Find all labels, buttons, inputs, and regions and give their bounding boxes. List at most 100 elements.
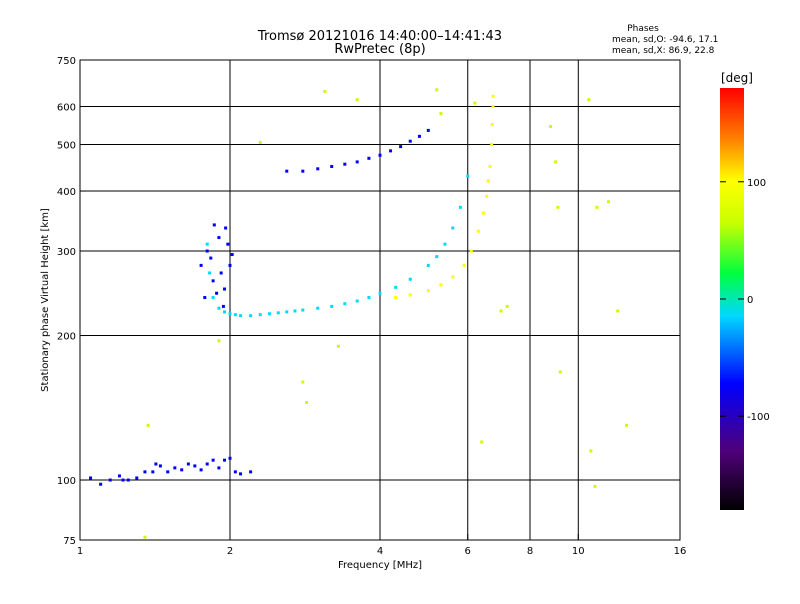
- x-tick-label: 4: [377, 546, 383, 557]
- data-point: [193, 464, 197, 468]
- data-point: [367, 296, 371, 300]
- data-point: [458, 205, 462, 209]
- data-point: [556, 205, 560, 209]
- y-tick-label: 500: [57, 141, 76, 152]
- data-point: [208, 271, 212, 275]
- data-point: [285, 169, 289, 173]
- data-point: [367, 156, 371, 160]
- colorbar-tick-label: -100: [747, 412, 770, 423]
- data-point: [173, 466, 177, 470]
- data-point: [330, 304, 334, 308]
- data-point: [426, 128, 430, 132]
- x-tick-label: 2: [227, 546, 233, 557]
- x-tick-label: 16: [674, 546, 687, 557]
- data-point: [355, 160, 359, 164]
- data-point: [408, 293, 412, 297]
- data-point: [355, 299, 359, 303]
- x-tick-label: 8: [527, 546, 533, 557]
- data-point: [394, 285, 398, 289]
- data-point: [451, 275, 455, 279]
- data-point: [485, 194, 489, 198]
- data-point: [154, 462, 158, 466]
- x-tick-label: 10: [572, 546, 585, 557]
- data-point: [301, 169, 305, 173]
- data-point: [217, 236, 221, 240]
- data-point: [316, 306, 320, 310]
- data-point: [490, 123, 494, 127]
- data-point: [219, 271, 223, 275]
- data-point: [408, 277, 412, 281]
- data-point: [205, 462, 209, 466]
- data-point: [221, 304, 225, 308]
- y-tick-label: 100: [57, 476, 76, 487]
- data-point: [117, 474, 121, 478]
- data-point: [389, 149, 393, 153]
- data-point: [480, 440, 484, 444]
- data-point: [435, 255, 439, 259]
- data-point: [330, 164, 334, 168]
- data-point: [399, 145, 403, 149]
- data-point: [553, 160, 557, 164]
- data-point: [89, 476, 93, 480]
- y-tick-label: 300: [57, 247, 76, 258]
- data-point: [469, 249, 473, 253]
- data-point: [217, 339, 221, 343]
- data-point: [486, 179, 490, 183]
- data-point: [355, 98, 359, 102]
- data-point: [223, 310, 227, 314]
- data-point: [587, 98, 591, 102]
- data-point: [249, 470, 253, 474]
- y-tick-label: 75: [63, 536, 76, 547]
- data-point: [258, 140, 262, 144]
- data-point: [343, 162, 347, 166]
- data-point: [228, 263, 232, 267]
- data-point: [343, 302, 347, 306]
- data-point: [491, 105, 495, 109]
- data-point: [285, 310, 289, 314]
- data-point: [121, 478, 125, 482]
- data-point: [462, 263, 466, 267]
- data-point: [589, 449, 593, 453]
- data-point: [276, 311, 280, 315]
- data-point: [505, 304, 509, 308]
- data-point: [481, 211, 485, 215]
- y-tick-label: 400: [57, 187, 76, 198]
- chart-subtitle: RwPretec (8p): [334, 42, 425, 57]
- data-point: [158, 464, 162, 468]
- data-point: [378, 153, 382, 157]
- data-point: [186, 462, 190, 466]
- data-point: [408, 139, 412, 143]
- data-point: [488, 164, 492, 168]
- data-point: [443, 242, 447, 246]
- data-points: [89, 88, 629, 539]
- data-point: [476, 229, 480, 233]
- data-point: [223, 287, 227, 291]
- grid: [80, 60, 680, 540]
- data-point: [239, 314, 243, 318]
- data-point: [205, 242, 209, 246]
- data-point: [135, 476, 139, 480]
- data-point: [593, 484, 597, 488]
- data-point: [143, 535, 147, 539]
- data-point: [249, 314, 253, 318]
- data-point: [316, 167, 320, 171]
- data-point: [205, 249, 209, 253]
- data-point: [126, 478, 130, 482]
- y-tick-label: 750: [57, 56, 76, 67]
- data-point: [211, 279, 215, 283]
- data-point: [616, 309, 620, 313]
- data-point: [323, 89, 327, 93]
- data-point: [426, 263, 430, 267]
- data-point: [336, 344, 340, 348]
- data-point: [301, 380, 305, 384]
- data-point: [258, 313, 262, 317]
- data-point: [490, 143, 494, 147]
- colorbar-label: [deg]: [721, 71, 753, 85]
- y-tick-label: 600: [57, 103, 76, 114]
- x-axis-label: Frequency [MHz]: [338, 560, 422, 571]
- data-point: [293, 309, 297, 313]
- y-axis-label: Stationary phase Virtual Height [km]: [40, 208, 51, 392]
- data-point: [99, 482, 103, 486]
- data-point: [549, 125, 553, 129]
